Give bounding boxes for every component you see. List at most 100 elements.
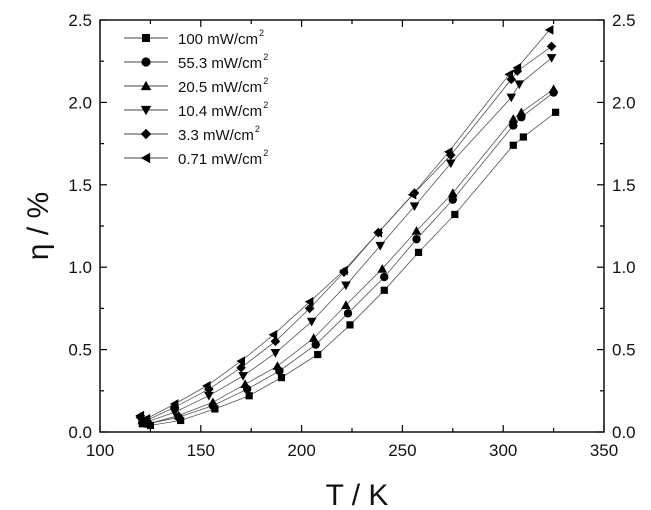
- legend-marker-5: [140, 152, 151, 164]
- legend-label-superscript-3: 2: [263, 100, 268, 110]
- axis-ticks: [99, 19, 605, 433]
- plot-frame: [99, 19, 605, 433]
- data-point-series-1: [343, 309, 353, 318]
- y-tick-label: 2.5: [68, 11, 92, 30]
- legend-label-2: 20.5 mW/cm: [178, 79, 262, 96]
- y-tick-label: 2.0: [68, 93, 92, 112]
- data-point-series-2: [308, 333, 319, 342]
- series-line-4: [140, 46, 552, 421]
- y-tick-label: 1.5: [68, 176, 92, 195]
- x-tick-label: 250: [388, 441, 416, 460]
- data-point-series-0: [414, 248, 423, 256]
- data-point-series-5: [373, 227, 383, 238]
- y-tick-label-right: 1.0: [612, 258, 636, 277]
- x-tick-label: 350: [590, 441, 618, 460]
- data-point-series-5: [304, 297, 314, 307]
- data-point-series-2: [173, 410, 184, 420]
- series-lines: [140, 29, 556, 426]
- legend-marker-1: [141, 57, 151, 67]
- legend-label-5: 0.71 mW/cm: [178, 151, 262, 168]
- data-point-series-5: [236, 356, 245, 366]
- data-point-series-4: [506, 74, 517, 85]
- x-tick-label: 100: [86, 441, 114, 460]
- series-markers: [135, 25, 560, 430]
- data-point-series-2: [548, 84, 559, 94]
- data-point-series-1: [311, 340, 320, 349]
- data-point-series-4: [512, 66, 523, 76]
- data-point-series-3: [270, 349, 281, 358]
- legend-marker-2: [140, 80, 152, 91]
- legend-marker-4: [140, 128, 152, 140]
- x-tick-label: 300: [489, 441, 517, 460]
- data-point-series-0: [277, 374, 286, 382]
- legend-label-4: 3.3 mW/cm: [178, 127, 254, 144]
- data-point-series-0: [245, 392, 253, 400]
- data-point-series-1: [412, 234, 421, 244]
- data-point-series-3: [341, 281, 351, 291]
- data-point-series-2: [341, 300, 351, 309]
- data-point-series-3: [445, 159, 456, 169]
- series-line-2: [142, 88, 554, 425]
- y-tick-label-right: 0.5: [612, 341, 636, 360]
- legend-label-superscript-2: 2: [263, 76, 268, 86]
- data-point-series-2: [240, 379, 250, 389]
- legend-label-1: 55.3 mW/cm: [178, 55, 262, 72]
- data-point-series-2: [272, 361, 283, 370]
- y-tick-label: 0.5: [68, 341, 92, 360]
- data-point-series-2: [448, 188, 458, 197]
- y-tick-label: 0.0: [68, 423, 92, 442]
- data-point-series-3: [409, 202, 420, 212]
- data-point-series-0: [519, 133, 527, 141]
- data-point-series-0: [380, 286, 388, 294]
- data-point-series-5: [135, 410, 145, 421]
- legend-label-superscript-4: 2: [255, 124, 260, 134]
- data-point-series-4: [270, 336, 281, 347]
- data-point-series-3: [204, 391, 214, 401]
- series-line-1: [142, 92, 554, 425]
- data-point-series-4: [236, 362, 246, 373]
- legend-label-superscript-0: 2: [259, 28, 264, 38]
- series-line-0: [142, 111, 556, 426]
- data-point-series-2: [508, 114, 519, 123]
- data-point-series-3: [306, 317, 317, 327]
- data-point-series-5: [512, 62, 522, 73]
- data-point-series-0: [314, 350, 322, 359]
- data-point-series-5: [268, 329, 278, 340]
- data-point-series-5: [544, 25, 554, 35]
- data-point-series-3: [506, 93, 517, 103]
- data-point-series-1: [380, 272, 389, 282]
- data-point-series-4: [304, 303, 315, 314]
- x-tick-label: 200: [287, 441, 315, 460]
- y-tick-label-right: 2.0: [612, 93, 636, 112]
- data-point-series-0: [346, 321, 354, 329]
- data-point-series-0: [509, 141, 517, 149]
- data-point-series-3: [238, 372, 248, 381]
- y-tick-label: 1.0: [68, 258, 92, 277]
- x-tick-label: 150: [187, 441, 215, 460]
- data-point-series-5: [169, 399, 179, 409]
- data-point-series-5: [443, 147, 453, 157]
- series-line-5: [140, 29, 550, 420]
- legend-label-superscript-1: 2: [263, 52, 268, 62]
- data-point-series-0: [451, 210, 459, 219]
- data-point-series-3: [169, 408, 180, 418]
- data-point-series-2: [516, 107, 527, 117]
- data-point-series-4: [546, 41, 557, 52]
- legend-label-superscript-5: 2: [263, 148, 268, 158]
- data-point-series-5: [504, 69, 514, 80]
- data-point-series-5: [407, 189, 417, 200]
- data-point-series-3: [375, 241, 386, 251]
- x-axis-title: T / K: [326, 479, 389, 510]
- data-point-series-2: [377, 264, 388, 273]
- legend-marker-3: [140, 105, 152, 116]
- data-point-series-5: [141, 414, 151, 424]
- axis-tick-labels: 100 150 200 250 300 3500.00.51.01.52.02.50.00…: [68, 11, 635, 460]
- data-point-series-0: [552, 108, 560, 116]
- data-point-series-3: [514, 80, 525, 90]
- data-point-series-3: [546, 54, 557, 63]
- legend: 100 mW/cm 255.3 mW/cm 220.5 mW/cm 210.4 mW/…: [124, 28, 268, 168]
- y-tick-label-right: 0.0: [612, 423, 636, 442]
- legend-label-3: 10.4 mW/cm: [178, 103, 262, 120]
- series-line-3: [140, 57, 552, 423]
